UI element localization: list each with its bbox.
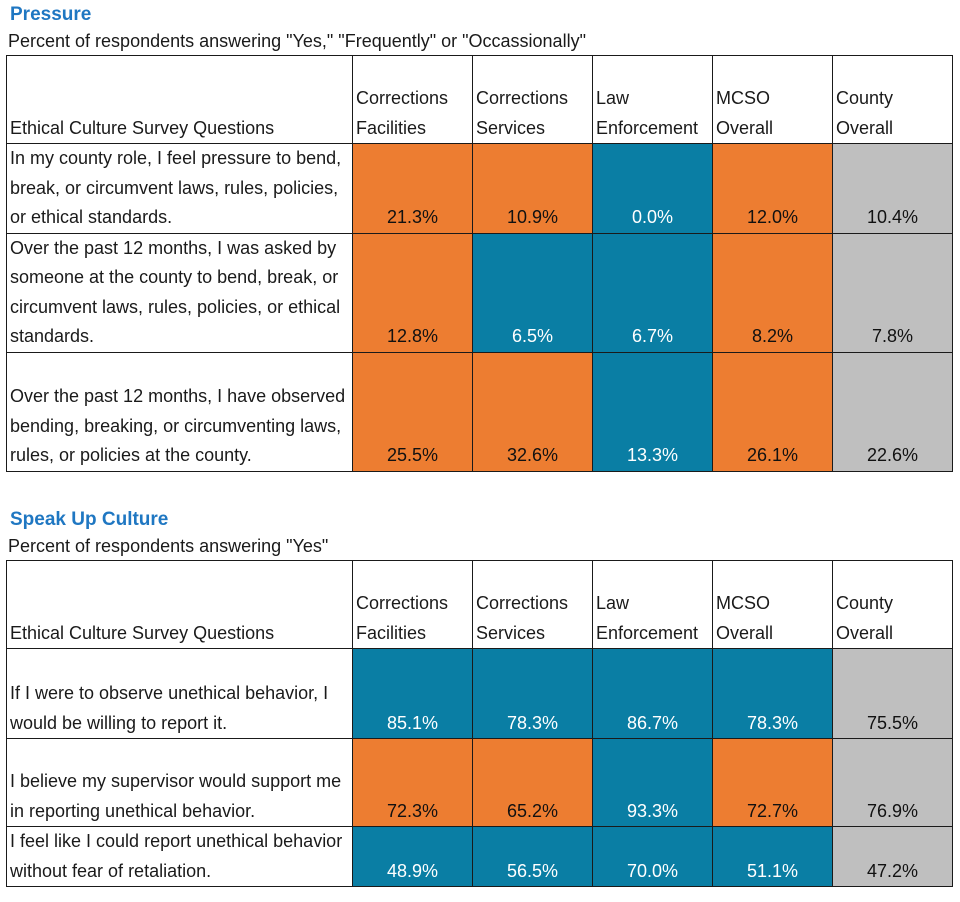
question-cell: In my county role, I feel pressure to be… (6, 143, 353, 234)
value-cell: 25.5% (352, 351, 473, 472)
value-cell: 75.5% (832, 648, 953, 739)
column-header: Corrections Services (472, 55, 593, 144)
table-row: Over the past 12 months, I have observed… (6, 351, 953, 472)
value-cell: 26.1% (712, 351, 833, 472)
value-cell: 86.7% (592, 648, 713, 739)
value-cell: 6.7% (592, 232, 713, 353)
value-cell: 10.4% (832, 143, 953, 234)
value-cell: 32.6% (472, 351, 593, 472)
value-cell: 76.9% (832, 738, 953, 827)
value-cell: 48.9% (352, 826, 473, 887)
table-row: I believe my supervisor would support me… (6, 738, 953, 827)
column-header: Law Enforcement (592, 55, 713, 144)
question-header: Ethical Culture Survey Questions (6, 560, 353, 649)
column-header: MCSO Overall (712, 55, 833, 144)
section-title: Pressure (10, 4, 92, 25)
value-cell: 21.3% (352, 143, 473, 234)
value-cell: 85.1% (352, 648, 473, 739)
table-row: I feel like I could report unethical beh… (6, 826, 953, 887)
pressure-section: Pressure Percent of respondents answerin… (6, 3, 953, 472)
value-cell: 8.2% (712, 232, 833, 353)
question-header: Ethical Culture Survey Questions (6, 55, 353, 144)
question-cell: I believe my supervisor would support me… (6, 738, 353, 827)
header-row: Ethical Culture Survey Questions Correct… (6, 55, 953, 144)
value-cell: 72.7% (712, 738, 833, 827)
column-header: Corrections Services (472, 560, 593, 649)
column-header: MCSO Overall (712, 560, 833, 649)
question-cell: Over the past 12 months, I have observed… (6, 351, 353, 472)
question-cell: I feel like I could report unethical beh… (6, 826, 353, 887)
column-header: County Overall (832, 560, 953, 649)
header-row: Ethical Culture Survey Questions Correct… (6, 560, 953, 649)
value-cell: 70.0% (592, 826, 713, 887)
value-cell: 10.9% (472, 143, 593, 234)
value-cell: 22.6% (832, 351, 953, 472)
question-cell: If I were to observe unethical behavior,… (6, 648, 353, 739)
question-cell: Over the past 12 months, I was asked by … (6, 232, 353, 353)
value-cell: 12.8% (352, 232, 473, 353)
value-cell: 47.2% (832, 826, 953, 887)
value-cell: 78.3% (472, 648, 593, 739)
value-cell: 12.0% (712, 143, 833, 234)
table-row: Over the past 12 months, I was asked by … (6, 232, 953, 353)
table-row: If I were to observe unethical behavior,… (6, 648, 953, 739)
value-cell: 13.3% (592, 351, 713, 472)
value-cell: 93.3% (592, 738, 713, 827)
value-cell: 7.8% (832, 232, 953, 353)
section-subtitle: Percent of respondents answering "Yes" (8, 536, 329, 556)
table-row: In my county role, I feel pressure to be… (6, 143, 953, 234)
value-cell: 65.2% (472, 738, 593, 827)
value-cell: 72.3% (352, 738, 473, 827)
section-title: Speak Up Culture (10, 509, 169, 530)
value-cell: 0.0% (592, 143, 713, 234)
column-header: Corrections Facilities (352, 560, 473, 649)
speak-up-section: Speak Up Culture Percent of respondents … (6, 508, 953, 887)
pressure-table: Ethical Culture Survey Questions Correct… (6, 55, 953, 472)
column-header: County Overall (832, 55, 953, 144)
column-header: Corrections Facilities (352, 55, 473, 144)
value-cell: 6.5% (472, 232, 593, 353)
value-cell: 51.1% (712, 826, 833, 887)
section-subtitle: Percent of respondents answering "Yes," … (8, 31, 586, 51)
value-cell: 56.5% (472, 826, 593, 887)
speak-up-table: Ethical Culture Survey Questions Correct… (6, 560, 953, 887)
column-header: Law Enforcement (592, 560, 713, 649)
value-cell: 78.3% (712, 648, 833, 739)
